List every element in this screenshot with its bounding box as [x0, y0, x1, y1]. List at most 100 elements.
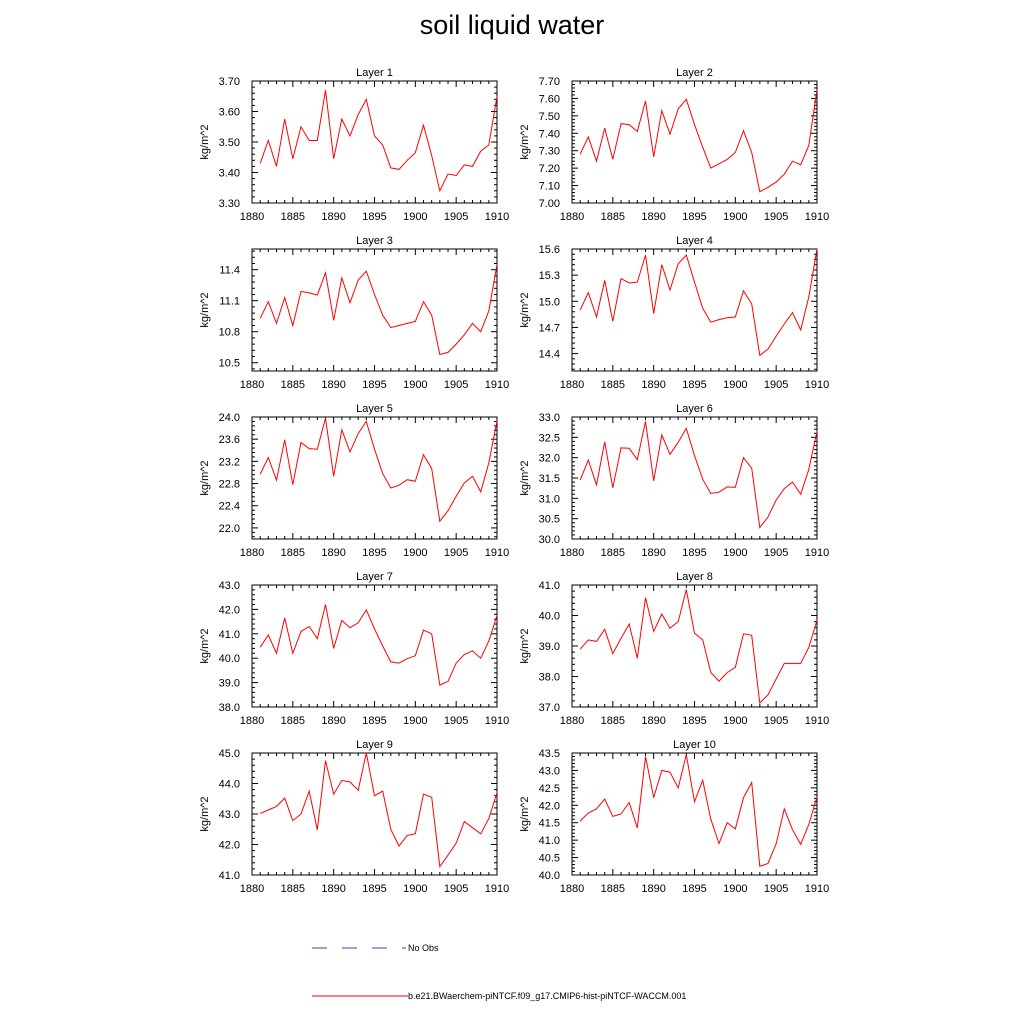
series-line	[260, 752, 498, 868]
y-tick-label: 23.2	[219, 456, 240, 468]
plot-frame	[251, 584, 498, 708]
y-tick-label: 3.70	[219, 76, 240, 88]
x-tick-label: 1905	[444, 547, 468, 559]
x-tick-label: 1895	[682, 379, 706, 391]
legend-obs: No Obs	[312, 942, 439, 954]
x-tick-label: 1905	[444, 211, 468, 223]
plot-frame	[251, 752, 498, 876]
x-tick-label: 1895	[362, 211, 386, 223]
x-tick-label: 1890	[321, 715, 345, 727]
y-axis-label: kg/m^2	[199, 292, 211, 327]
panel-title: Layer 4	[676, 235, 713, 247]
y-tick-label: 10.8	[219, 327, 240, 339]
x-tick-label: 1890	[641, 547, 665, 559]
y-axis-label: kg/m^2	[519, 124, 531, 159]
x-tick-label: 1905	[764, 211, 788, 223]
panel-title: Layer 6	[676, 403, 713, 415]
x-tick-label: 1910	[805, 211, 829, 223]
x-tick-label: 1885	[601, 715, 625, 727]
panel-title: Layer 2	[676, 67, 713, 79]
y-tick-label: 11.1	[219, 296, 240, 308]
x-tick-label: 1900	[723, 379, 747, 391]
x-tick-label: 1900	[723, 883, 747, 895]
x-tick-label: 1910	[485, 715, 509, 727]
x-tick-label: 1910	[485, 547, 509, 559]
y-tick-label: 3.60	[219, 107, 240, 119]
x-tick-label: 1895	[362, 883, 386, 895]
y-tick-label: 42.0	[539, 800, 560, 812]
y-tick-label: 7.10	[539, 181, 560, 193]
x-tick-label: 1910	[805, 715, 829, 727]
panel-title: Layer 1	[356, 67, 393, 79]
x-tick-label: 1905	[764, 715, 788, 727]
x-tick-label: 1880	[560, 715, 584, 727]
panel-layer-7: Layer 7 kg/m^2 1880 1885 1890 1895 1900 1905 191…	[199, 571, 509, 727]
y-tick-label: 41.0	[219, 629, 240, 641]
x-tick-label: 1890	[321, 211, 345, 223]
x-tick-label: 1895	[362, 547, 386, 559]
panel-layer-2: Layer 2 kg/m^2 1880 1885 1890 1895 1900 1905 191…	[519, 67, 829, 223]
y-tick-label: 44.0	[219, 779, 240, 791]
x-tick-label: 1880	[240, 883, 264, 895]
y-tick-label: 38.0	[539, 672, 560, 684]
x-tick-label: 1900	[403, 883, 427, 895]
y-tick-label: 37.0	[539, 702, 560, 714]
x-tick-label: 1880	[240, 379, 264, 391]
series-line	[579, 89, 818, 193]
x-tick-label: 1905	[764, 547, 788, 559]
y-tick-label: 40.0	[539, 870, 560, 882]
y-tick-label: 22.4	[219, 501, 240, 513]
x-tick-label: 1910	[805, 379, 829, 391]
legend-obs-dash-icon	[312, 947, 406, 949]
x-tick-label: 1890	[641, 379, 665, 391]
x-tick-label: 1910	[805, 547, 829, 559]
y-tick-label: 30.0	[539, 534, 560, 546]
x-tick-label: 1905	[764, 379, 788, 391]
y-tick-label: 43.0	[219, 580, 240, 592]
y-tick-label: 7.40	[539, 128, 560, 140]
x-tick-label: 1900	[723, 211, 747, 223]
y-tick-label: 39.0	[219, 678, 240, 690]
y-tick-label: 3.50	[219, 137, 240, 149]
panel-layer-1: Layer 1 kg/m^2 1880 1885 1890 1895 1900 1905 191…	[199, 67, 509, 223]
x-tick-label: 1900	[403, 547, 427, 559]
panel-layer-4: Layer 4 kg/m^2 1880 1885 1890 1895 1900 1905 191…	[519, 235, 829, 391]
plot-frame	[571, 752, 818, 876]
x-tick-label: 1895	[362, 715, 386, 727]
y-tick-label: 7.20	[539, 163, 560, 175]
panel-title: Layer 7	[356, 571, 393, 583]
y-tick-label: 7.30	[539, 146, 560, 158]
series-line	[579, 248, 818, 357]
x-tick-label: 1890	[321, 379, 345, 391]
x-tick-label: 1885	[281, 883, 305, 895]
y-tick-label: 11.4	[219, 265, 240, 277]
x-tick-label: 1890	[641, 211, 665, 223]
legend-series-label: b.e21.BWaerchem-piNTCF.f09_g17.CMIP6-his…	[408, 991, 687, 1001]
x-tick-label: 1895	[362, 379, 386, 391]
x-tick-label: 1890	[641, 715, 665, 727]
series-line	[579, 754, 818, 867]
panel-layer-10: Layer 10 kg/m^2 1880 1885 1890 1895 1900 1905 19…	[519, 739, 829, 895]
plot-frame	[251, 416, 498, 540]
y-tick-label: 7.00	[539, 198, 560, 210]
y-tick-label: 14.4	[539, 349, 560, 361]
x-tick-label: 1900	[723, 715, 747, 727]
y-tick-label: 43.5	[539, 748, 560, 760]
x-tick-label: 1910	[485, 211, 509, 223]
y-tick-label: 32.5	[539, 432, 560, 444]
panel-title: Layer 5	[356, 403, 393, 415]
y-tick-label: 41.0	[539, 580, 560, 592]
y-tick-label: 7.70	[539, 76, 560, 88]
x-tick-label: 1905	[444, 883, 468, 895]
panel-layer-6: Layer 6 kg/m^2 1880 1885 1890 1895 1900 1905 191…	[519, 403, 829, 559]
x-tick-label: 1895	[682, 211, 706, 223]
x-tick-label: 1885	[601, 883, 625, 895]
series-line	[259, 264, 498, 356]
x-tick-label: 1900	[403, 211, 427, 223]
y-tick-label: 7.50	[539, 111, 560, 123]
x-tick-label: 1890	[641, 883, 665, 895]
y-axis-label: kg/m^2	[519, 796, 531, 831]
y-tick-label: 42.5	[539, 783, 560, 795]
y-axis-label: kg/m^2	[519, 460, 531, 495]
